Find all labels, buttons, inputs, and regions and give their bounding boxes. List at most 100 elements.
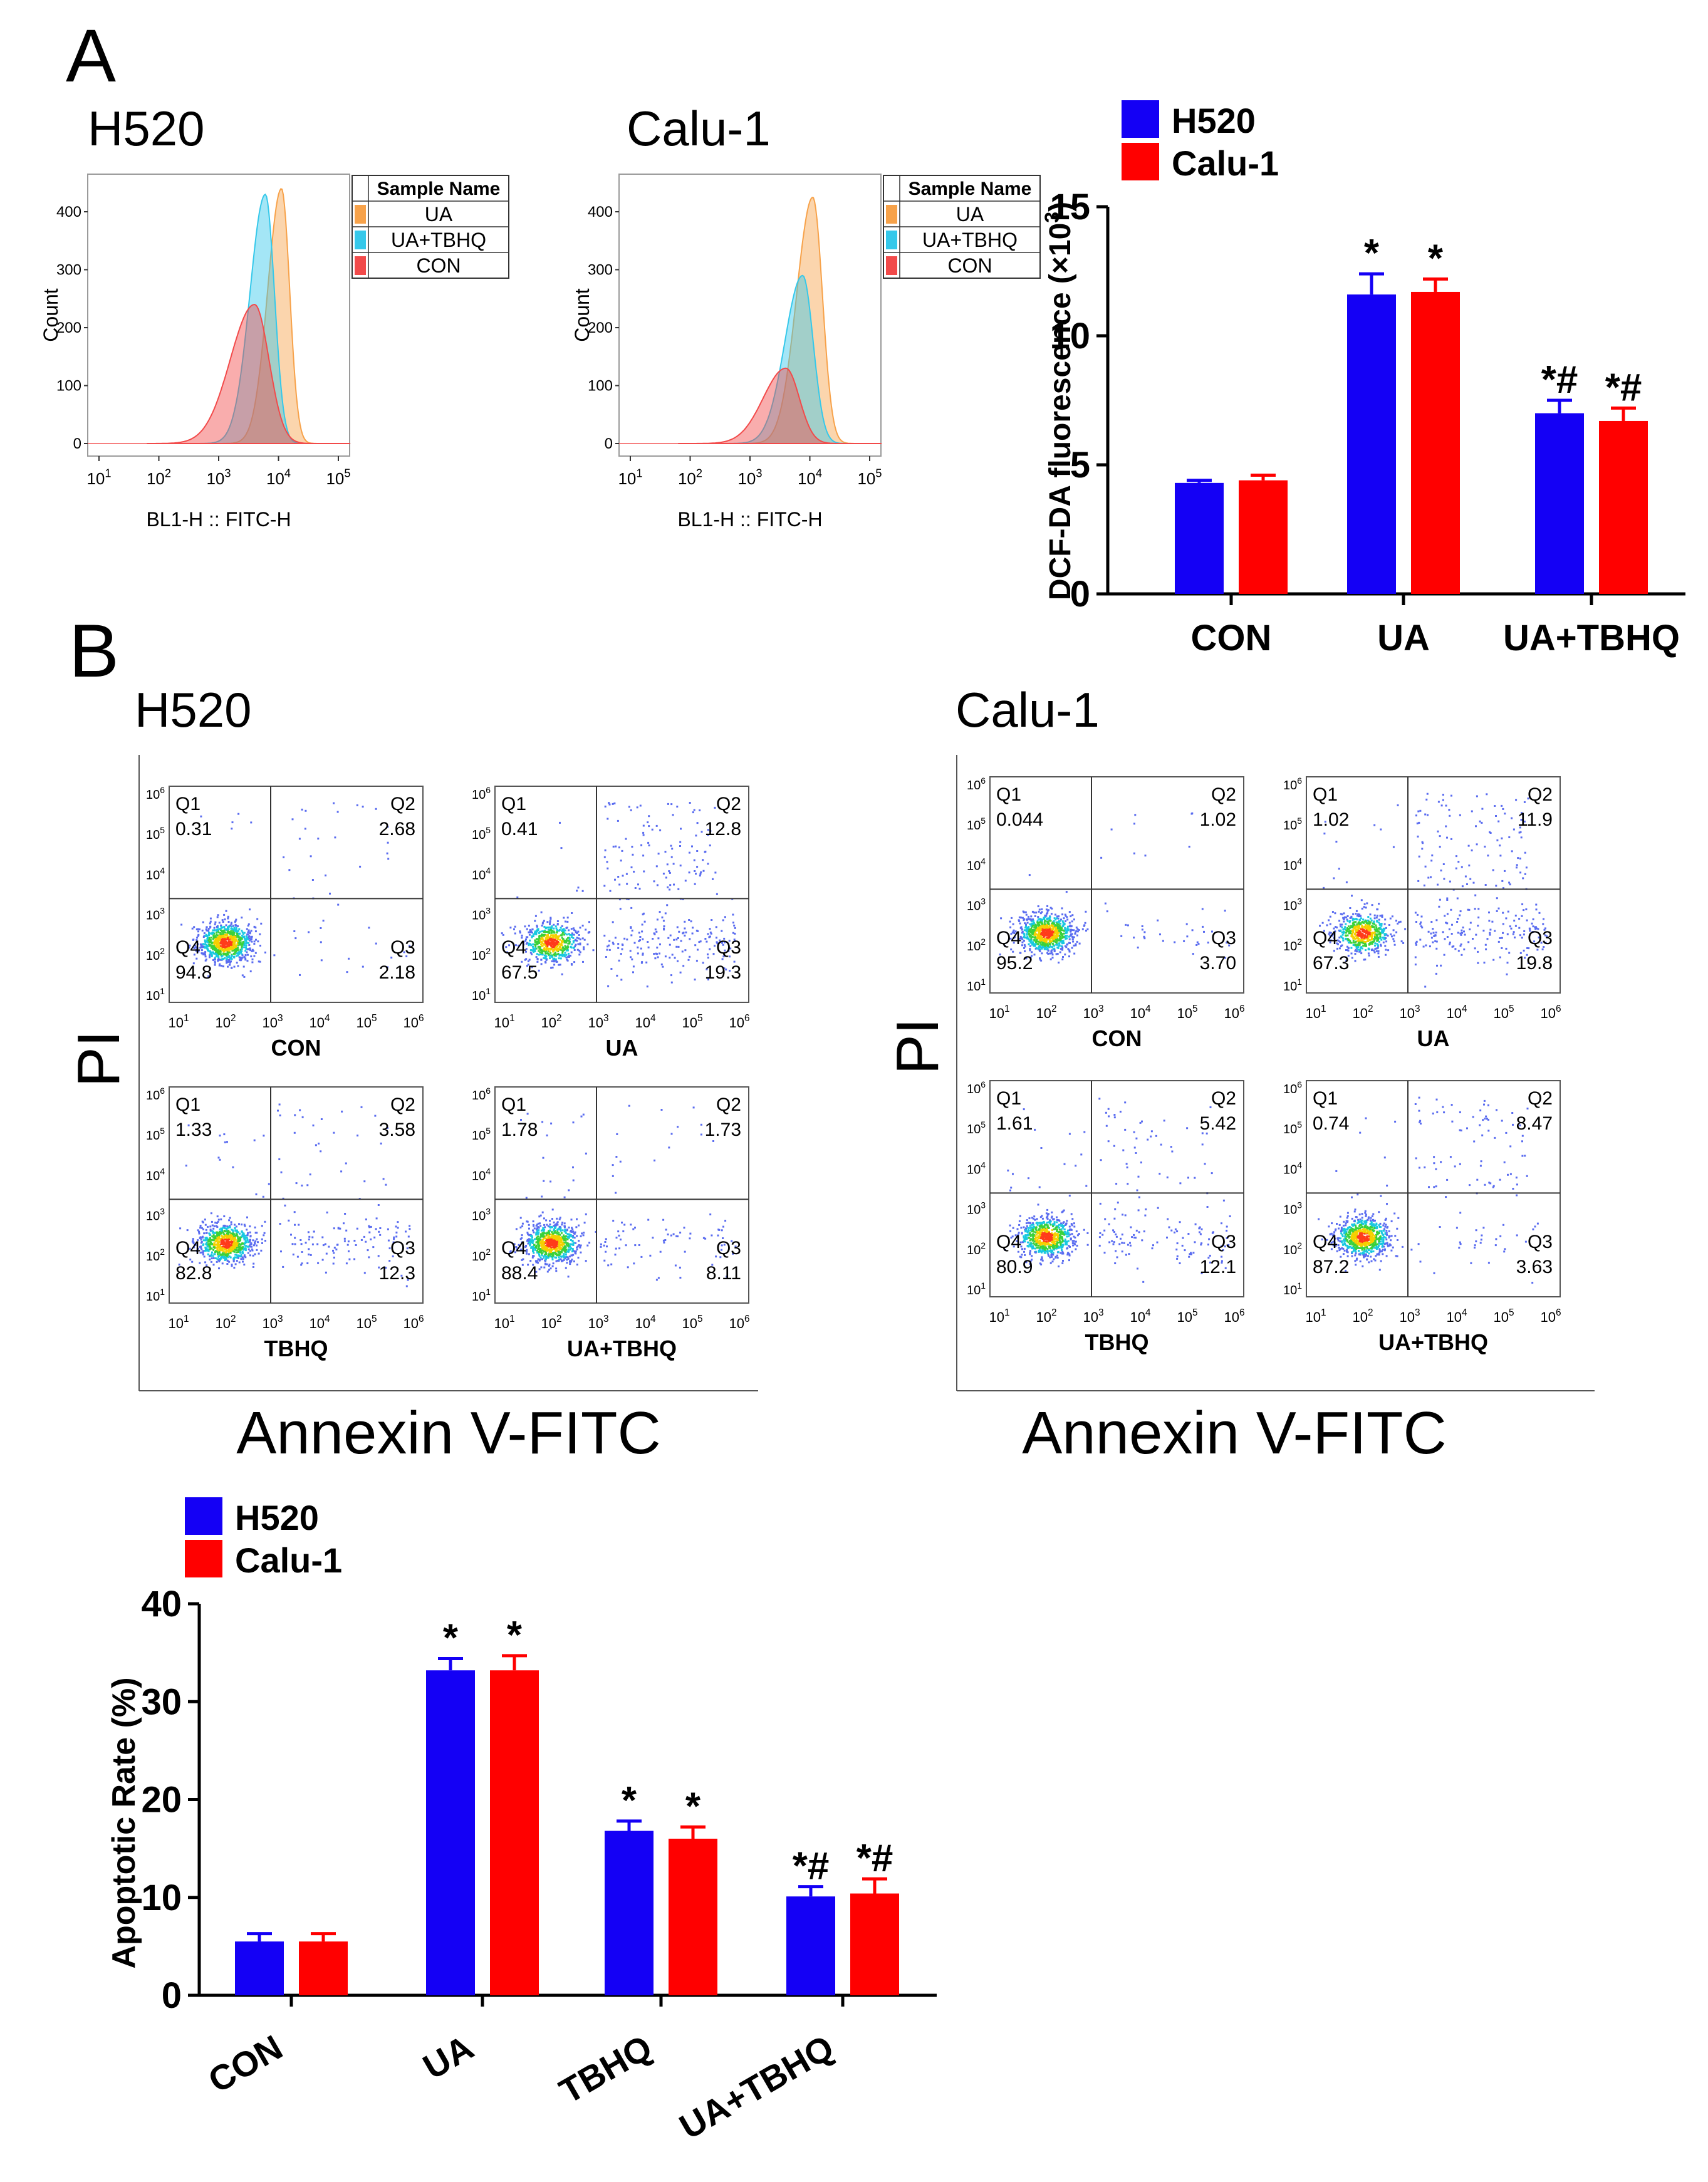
flow-x-tick: 103 [1083,1004,1103,1021]
quadrant-q1-value: 1.33 [175,1120,212,1140]
bar-calu-1-ua-tbhq [1599,420,1648,594]
quadrant-q1-name: Q1 [996,784,1021,805]
flow-y-tick: 101 [472,986,491,1003]
panel-label-a: A [66,14,116,98]
apoptotic-rate-bar-chart: H520 Calu-1 Apoptotic Rate (%) 0 10 20 30 40… [106,1497,937,2147]
bar-h520-ua-tbhq [786,1896,835,1995]
flow-y-tick: 102 [1283,1240,1302,1257]
flow-x-tick: 104 [1446,1004,1467,1021]
flow-y-tick: 102 [146,946,165,963]
bar-h520-con [1175,482,1224,594]
flow-x-tick: 101 [989,1004,1009,1021]
flow-y-tick: 101 [146,1287,165,1304]
quadrant-q3-value: 3.70 [1200,953,1236,974]
quadrant-q2-value: 3.58 [379,1120,415,1140]
flow-plot-frame [169,786,424,1003]
histogram-curve-con [147,303,351,444]
flow-y-tick: 105 [472,825,491,842]
histogram-y-tick: 200 [588,320,613,336]
chart-legend: H520 Calu-1 [1122,100,1279,183]
flow-y-tick: 101 [146,986,165,1003]
significance-mark: * [685,1785,701,1828]
flow-x-tick: 101 [1305,1307,1326,1325]
flow-x-tick: 102 [215,1013,236,1031]
flow-y-tick: 106 [146,785,165,802]
flow-plot-label: UA+TBHQ [567,1336,677,1361]
flow-title: Calu-1 [956,682,1100,737]
histogram-panel-h520: H520 0 100 200 300 400 101 102 103 104 105 Count… [39,101,509,531]
histogram-x-tick: 105 [857,467,882,488]
quadrant-q2-value: 12.8 [705,819,741,839]
quadrant-q2-name: Q2 [1528,1088,1553,1109]
histogram-x-tick: 105 [326,467,350,488]
bar-h520-tbhq [605,1831,654,1995]
legend-header: Sample Name [909,179,1032,199]
quadrant-q4-value: 95.2 [996,953,1033,974]
quadrant-q3-value: 19.8 [1516,953,1553,974]
quadrant-q1-name: Q1 [1313,784,1338,805]
flow-y-tick: 102 [967,1240,986,1257]
flow-x-tick: 104 [1446,1307,1467,1325]
flow-x-tick: 105 [356,1314,377,1331]
quadrant-q1-value: 0.044 [996,809,1043,830]
flow-x-tick: 103 [588,1013,608,1031]
quadrant-q3-name: Q3 [1528,1232,1553,1252]
flow-y-tick: 106 [1283,776,1302,792]
quadrant-q2-value: 8.47 [1516,1113,1553,1134]
legend-item-ua-tbhq: UA+TBHQ [922,229,1018,251]
bar-h520-ua-tbhq [1535,413,1584,594]
bar-calu-1-ua [1411,291,1460,594]
flow-y-tick: 104 [472,1166,491,1183]
quadrant-q3-value: 8.11 [706,1263,741,1284]
histogram-curves [619,196,882,444]
quadrant-q4-name: Q4 [175,1238,200,1259]
quadrant-q4-name: Q4 [1313,928,1338,948]
flow-x-label: Annexin V-FITC [1022,1400,1447,1467]
quadrant-q3-value: 12.3 [379,1263,415,1284]
flow-plots: Q10.044Q21.02Q495.2Q33.70101101102102103… [967,776,1561,1355]
quadrant-q1-name: Q1 [175,794,200,814]
flow-y-tick: 106 [967,1079,986,1096]
histogram-x-tick: 101 [618,467,642,488]
flow-x-tick: 105 [1177,1004,1197,1021]
significance-mark: *# [1605,366,1642,409]
flow-y-tick: 105 [967,1120,986,1136]
legend-swatch-calu1 [185,1540,222,1577]
histogram-x-ticks: 101 102 103 104 105 [86,456,351,488]
quadrant-q2-value: 11.9 [1518,809,1553,830]
chart-y-label: DCF-DA fluorescence (×103) [1041,202,1077,600]
flow-dots [178,1103,411,1287]
quadrant-q2-name: Q2 [1528,784,1553,805]
flow-y-tick: 102 [472,946,491,963]
legend-item-con: CON [416,254,461,277]
flow-x-tick: 102 [1352,1307,1373,1325]
flow-plot-frame [1306,1080,1561,1297]
histogram-x-tick: 104 [798,467,822,488]
quadrant-q2-name: Q2 [1211,1088,1236,1109]
legend-item-ua-tbhq: UA+TBHQ [391,229,486,251]
flow-x-tick: 106 [1224,1004,1244,1021]
flow-x-tick: 104 [635,1013,655,1031]
flow-dots [999,812,1231,964]
chart-y-label: Apoptotic Rate (%) [106,1677,142,1968]
quadrant-q4-value: 67.5 [501,962,538,983]
quadrant-q1-name: Q1 [996,1088,1021,1109]
histogram-x-label: BL1-H :: FITC-H [146,508,291,531]
flow-x-tick: 104 [1130,1004,1150,1021]
flow-y-label: PI [884,1018,951,1075]
histogram-y-tick: 300 [588,262,613,279]
x-tick-label: UA+TBHQ [1503,618,1680,658]
flow-plot-frame [169,1086,424,1304]
flow-y-tick: 104 [967,1160,986,1177]
flow-y-tick: 101 [967,1281,986,1297]
histogram-y-tick: 400 [56,204,81,221]
significance-mark: * [443,1617,459,1660]
flow-title: H520 [135,682,251,737]
histogram-x-label: BL1-H :: FITC-H [677,508,822,531]
flow-x-tick: 105 [682,1314,702,1331]
flow-plot-frame [494,1086,749,1304]
